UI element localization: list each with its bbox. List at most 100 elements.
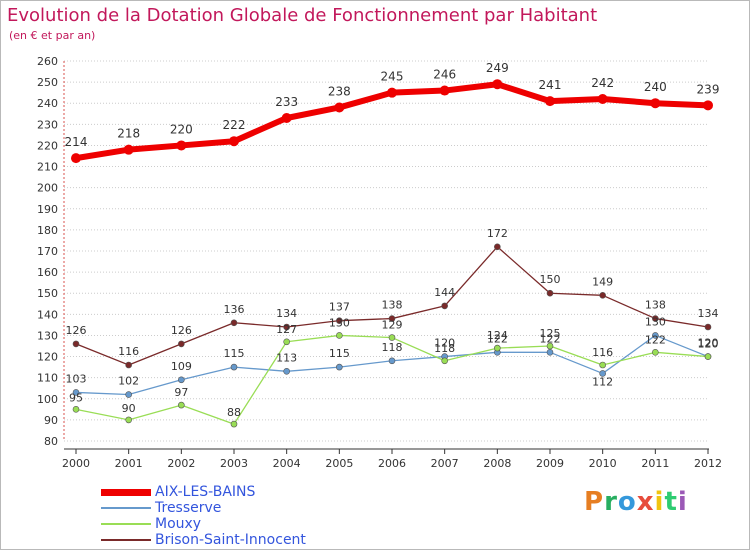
data-label: 138 [382,299,403,312]
data-point [336,332,343,339]
x-tick-label: 2004 [273,457,301,470]
data-point [283,323,290,331]
legend-swatch [101,539,151,541]
legend-item: Brison-Saint-Innocent [101,533,361,549]
y-tick-label: 210 [37,161,58,174]
data-label: 95 [69,391,83,404]
data-label: 214 [65,135,88,149]
x-tick-label: 2008 [483,457,511,470]
data-label: 120 [698,338,719,351]
data-label: 136 [224,303,245,316]
data-label: 245 [381,70,404,84]
y-tick-label: 130 [37,329,58,342]
logo-letter: i [654,487,665,517]
data-label: 144 [434,286,455,299]
data-label: 233 [275,95,298,109]
y-tick-label: 80 [44,435,58,448]
data-label: 126 [171,324,192,337]
data-point [176,140,187,151]
legend-swatch [101,489,151,496]
x-tick-label: 2001 [115,457,143,470]
y-tick-label: 100 [37,393,58,406]
data-point [704,323,712,331]
y-tick-label: 250 [37,76,58,89]
chart-subtitle: (en € et par an) [9,29,96,42]
y-tick-label: 170 [37,245,58,258]
data-point [72,340,80,348]
series-points [71,79,713,428]
data-point [387,87,397,98]
logo-letter: o [617,487,637,517]
data-label: 238 [328,84,351,98]
y-tick-label: 110 [37,372,58,385]
data-label: 218 [117,127,140,141]
data-label: 122 [645,333,666,346]
data-point [599,370,606,377]
data-point [494,344,501,352]
data-point [229,136,239,147]
legend-label: AIX-LES-BAINS [155,484,256,500]
data-point [125,391,132,398]
data-point [441,302,448,310]
y-tick-label: 200 [37,182,58,195]
data-label: 149 [592,275,613,288]
data-point [652,315,659,322]
data-point [230,363,238,371]
x-tick-label: 2003 [220,457,248,470]
data-label: 172 [487,227,508,240]
data-point [492,79,503,90]
legend-label: Brison-Saint-Innocent [155,532,306,548]
data-label: 97 [174,386,188,399]
data-label: 130 [645,315,666,328]
x-tick-label: 2000 [62,457,90,470]
data-point [230,420,238,428]
x-tick-label: 2009 [536,457,564,470]
data-point [546,349,554,356]
legend-swatch [101,507,151,509]
data-label: 112 [592,375,613,388]
data-point [178,340,185,348]
data-point [334,102,345,113]
legend-label: Mouxy [155,516,202,532]
data-label: 116 [118,345,139,358]
data-point [546,289,554,297]
data-point [281,113,292,123]
logo-letter: r [604,487,618,517]
x-tick-label: 2012 [694,457,722,470]
data-label: 118 [434,342,455,355]
axes: 8090100110120130140150160170180190200210… [37,55,722,470]
data-point [703,100,713,111]
data-label: 222 [223,118,246,132]
data-point [178,376,185,384]
data-label: 113 [276,351,297,364]
data-label: 240 [644,80,667,94]
y-tick-label: 190 [37,203,58,216]
data-point [336,363,343,371]
data-label: 246 [433,68,456,82]
data-point [704,353,712,360]
data-label: 129 [382,319,403,332]
y-tick-label: 180 [37,224,58,237]
data-point [72,389,80,396]
data-label: 118 [382,341,403,354]
data-point [388,315,396,322]
data-label: 90 [122,402,136,415]
data-label: 126 [66,324,87,337]
data-point [125,416,132,424]
data-label: 150 [540,273,561,286]
logo-letter: t [664,487,678,517]
x-tick-label: 2011 [641,457,669,470]
logo-letter: i [677,487,688,517]
logo-letter: P [584,487,605,517]
data-point [178,401,185,409]
x-tick-label: 2006 [378,457,406,470]
data-label: 122 [487,332,508,345]
data-label: 88 [227,406,241,419]
data-label: 115 [224,347,245,360]
proxiti-logo: Proxiti [584,487,688,517]
x-tick-label: 2007 [431,457,459,470]
y-tick-label: 240 [37,97,58,110]
data-point [652,349,659,356]
legend-item: AIX-LES-BAINS [101,485,361,501]
data-labels: 214 218 220 222 233 238 245 246 249 241 242 240 239 1… [65,61,720,419]
